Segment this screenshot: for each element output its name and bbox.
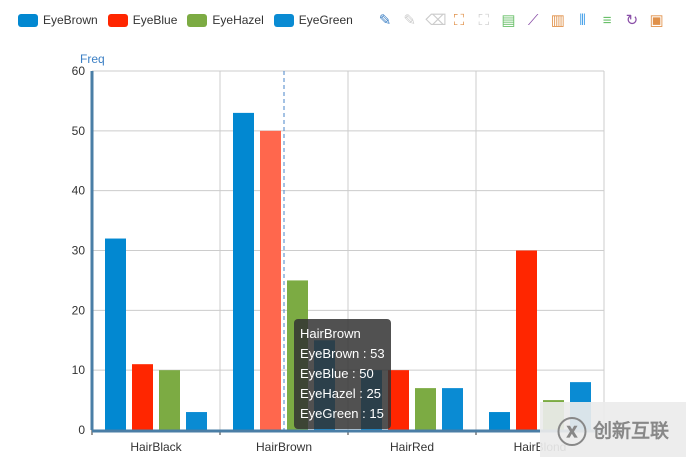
- bar-hairred-eyegreen[interactable]: [442, 388, 463, 430]
- y-tick-label: 40: [72, 184, 86, 198]
- bar-hairblack-eyehazel[interactable]: [159, 370, 180, 430]
- zoom-icon[interactable]: ⛶: [453, 12, 465, 29]
- mark-undo-icon[interactable]: ✎: [403, 12, 416, 29]
- watermark-logo: ⓧ 创新互联: [540, 402, 686, 457]
- legend-swatch: [107, 13, 128, 27]
- legend-item-eyebrown[interactable]: EyeBrown: [18, 13, 98, 27]
- y-tick-label: 50: [72, 124, 86, 138]
- legend-swatch: [18, 13, 38, 27]
- tooltip-title: HairBrown: [300, 326, 361, 341]
- mark-icon[interactable]: ✎: [378, 12, 392, 29]
- legend-swatch: [273, 13, 294, 27]
- y-tick-label: 60: [72, 64, 86, 78]
- tiled-icon[interactable]: ≡: [602, 12, 612, 29]
- bar-hairbrown-eyeblue[interactable]: [260, 130, 281, 431]
- bar-hairblack-eyeblue[interactable]: [132, 364, 153, 430]
- y-tick-label: 0: [78, 423, 85, 437]
- watermark-text: 创新互联: [592, 421, 669, 442]
- save-icon[interactable]: ▣: [649, 12, 664, 29]
- bar-hairblack-eyegreen[interactable]: [186, 412, 207, 430]
- y-tick-label: 10: [72, 363, 86, 377]
- y-tick-label: 30: [72, 244, 86, 258]
- bar-icon[interactable]: ▥: [550, 12, 565, 29]
- restore-icon[interactable]: ↻: [625, 12, 639, 29]
- stack-icon[interactable]: ⦀: [579, 12, 586, 29]
- line-icon[interactable]: ⟋: [527, 12, 539, 29]
- legend: EyeBrown EyeBlue EyeHazel EyeGreen: [18, 13, 363, 27]
- toolbox: ✎ ✎ ⌫ ⛶ ⛶ ▤ ⟋ ▥ ⦀ ≡ ↻ ▣: [376, 12, 672, 30]
- bar-hairred-eyehazel[interactable]: [415, 388, 436, 430]
- legend-item-eyehazel[interactable]: EyeHazel: [187, 13, 264, 27]
- bar-hairblond-eyebrown[interactable]: [489, 412, 510, 430]
- bar-hairred-eyeblue[interactable]: [388, 370, 409, 430]
- legend-item-eyegreen[interactable]: EyeGreen: [273, 13, 353, 27]
- tooltip-line: EyeHazel : 25: [300, 386, 381, 401]
- legend-label: EyeGreen: [298, 13, 353, 27]
- x-tick-label: HairRed: [390, 440, 434, 454]
- tooltip-line: EyeBlue : 50: [300, 366, 374, 381]
- x-tick-label: HairBlack: [130, 440, 182, 454]
- legend-swatch: [187, 13, 208, 27]
- bar-hairblack-eyebrown[interactable]: [105, 238, 126, 430]
- tooltip: HairBrown EyeBrown : 53 EyeBlue : 50 Eye…: [294, 319, 391, 429]
- tooltip-line: EyeGreen : 15: [300, 406, 384, 421]
- tooltip-line: EyeBrown : 53: [300, 346, 385, 361]
- y-tick-label: 20: [72, 303, 86, 317]
- legend-item-eyeblue[interactable]: EyeBlue: [107, 13, 178, 27]
- mark-clear-icon[interactable]: ⌫: [425, 12, 447, 29]
- zoom-reset-icon[interactable]: ⛶: [478, 12, 489, 29]
- legend-label: EyeBrown: [43, 13, 98, 27]
- y-axis-title: Freq: [80, 52, 105, 66]
- x-tick-label: HairBrown: [256, 440, 312, 454]
- data-view-icon[interactable]: ▤: [501, 12, 516, 29]
- bar-hairblond-eyeblue[interactable]: [516, 250, 537, 431]
- legend-label: EyeHazel: [212, 13, 264, 27]
- bar-hairbrown-eyebrown[interactable]: [233, 112, 254, 430]
- legend-label: EyeBlue: [132, 13, 178, 27]
